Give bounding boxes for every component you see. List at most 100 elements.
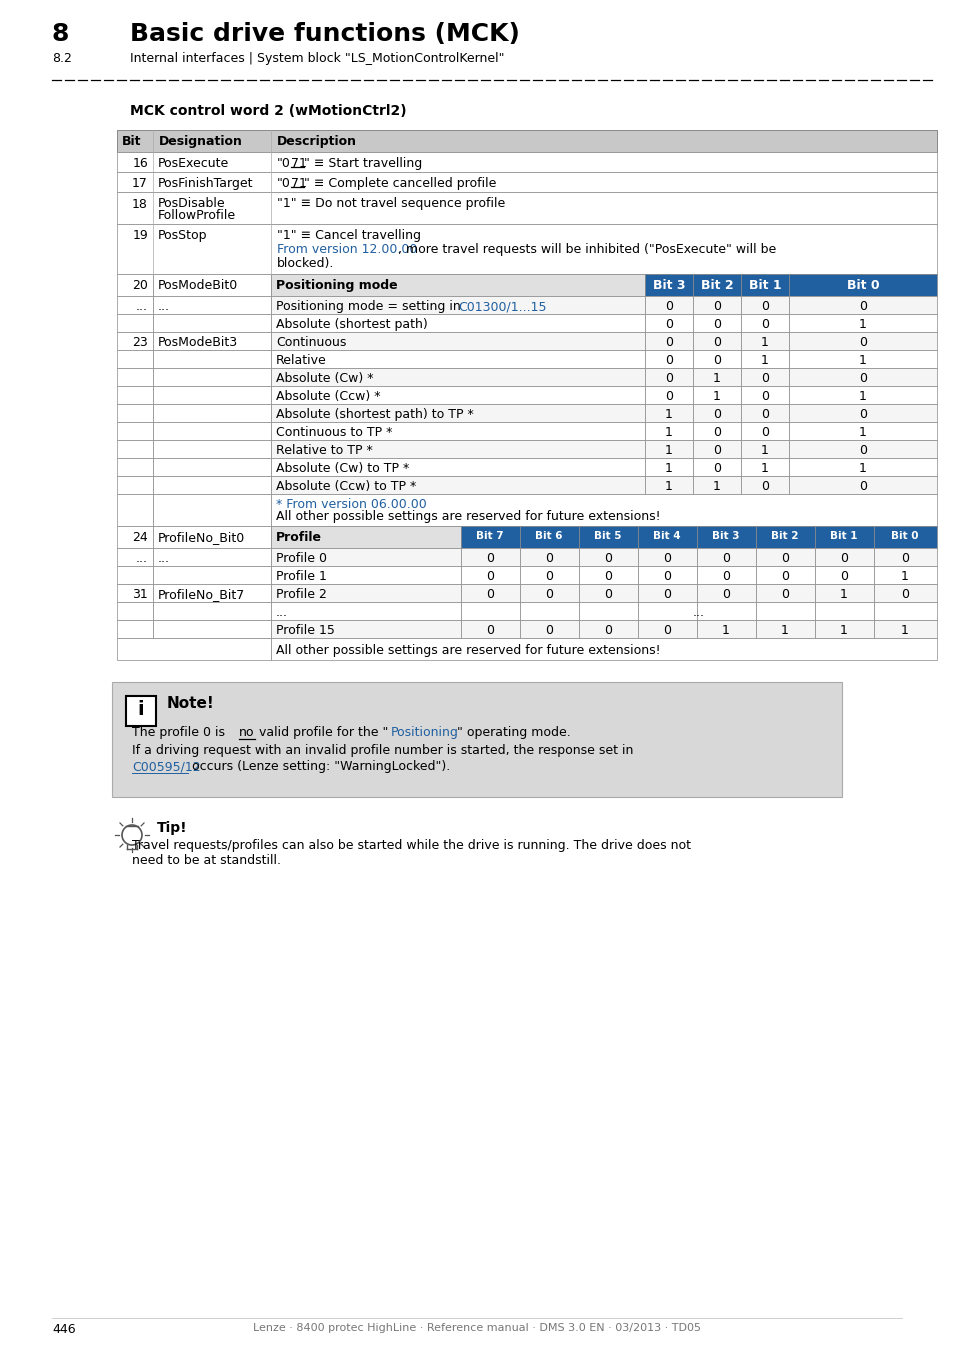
- Text: 16: 16: [132, 157, 148, 170]
- Text: * From version 06.00.00: * From version 06.00.00: [275, 498, 426, 512]
- Bar: [740, 386, 788, 404]
- Text: Profile 0: Profile 0: [275, 552, 327, 566]
- Bar: [788, 477, 936, 494]
- Text: 17: 17: [132, 177, 148, 190]
- Text: 0: 0: [840, 552, 847, 566]
- Text: 1: 1: [664, 444, 672, 458]
- Text: The profile 0 is: The profile 0 is: [132, 726, 229, 738]
- Bar: [519, 602, 578, 620]
- Text: Profile 1: Profile 1: [275, 570, 327, 583]
- Bar: [740, 315, 788, 332]
- Text: 1: 1: [901, 624, 908, 637]
- Bar: [152, 274, 271, 296]
- Text: 1: 1: [664, 427, 672, 439]
- Text: Bit 0: Bit 0: [890, 531, 918, 541]
- Bar: [578, 548, 638, 566]
- Bar: [692, 440, 740, 458]
- Text: Relative: Relative: [275, 354, 327, 367]
- Bar: [271, 440, 644, 458]
- Text: 0: 0: [712, 300, 720, 313]
- Bar: [788, 296, 936, 315]
- Bar: [271, 274, 644, 296]
- Bar: [644, 274, 692, 296]
- Bar: [117, 369, 152, 386]
- Bar: [692, 386, 740, 404]
- Text: 0: 0: [760, 390, 768, 404]
- Bar: [152, 369, 271, 386]
- Bar: [117, 548, 152, 566]
- Text: 1: 1: [840, 624, 847, 637]
- Text: 0: 0: [721, 552, 729, 566]
- Bar: [519, 526, 578, 548]
- Bar: [117, 171, 936, 192]
- Text: 0: 0: [712, 408, 720, 421]
- Text: 23: 23: [132, 336, 148, 350]
- Text: 1: 1: [712, 481, 720, 493]
- Bar: [697, 526, 755, 548]
- Text: 20: 20: [132, 279, 148, 292]
- Text: 1: 1: [858, 427, 866, 439]
- Text: 0: 0: [603, 570, 612, 583]
- Text: Positioning mode = setting in: Positioning mode = setting in: [275, 300, 464, 313]
- Text: 1: 1: [664, 408, 672, 421]
- Text: MCK control word 2 (wMotionCtrl2): MCK control word 2 (wMotionCtrl2): [130, 104, 406, 117]
- Bar: [578, 620, 638, 639]
- Text: Bit 3: Bit 3: [712, 531, 739, 541]
- Text: Absolute (Ccw) *: Absolute (Ccw) *: [275, 390, 380, 404]
- Text: occurs (Lenze setting: "WarningLocked").: occurs (Lenze setting: "WarningLocked").: [188, 760, 450, 774]
- Bar: [126, 697, 156, 726]
- Bar: [697, 548, 755, 566]
- Text: 1: 1: [858, 390, 866, 404]
- Text: 0: 0: [544, 570, 553, 583]
- Text: 0: 0: [662, 624, 670, 637]
- Text: PosExecute: PosExecute: [158, 157, 229, 170]
- Bar: [788, 369, 936, 386]
- Text: 0: 0: [664, 300, 672, 313]
- Bar: [271, 315, 644, 332]
- Text: Absolute (Cw) to TP *: Absolute (Cw) to TP *: [275, 462, 409, 475]
- Text: ...: ...: [136, 552, 148, 566]
- Text: Bit 5: Bit 5: [594, 531, 621, 541]
- Text: 0: 0: [760, 319, 768, 331]
- Bar: [460, 526, 519, 548]
- Bar: [117, 386, 152, 404]
- Text: Bit 6: Bit 6: [535, 531, 562, 541]
- Text: Continuous to TP *: Continuous to TP *: [275, 427, 392, 439]
- Bar: [152, 585, 271, 602]
- Text: " ≡ Complete cancelled profile: " ≡ Complete cancelled profile: [304, 177, 496, 190]
- Bar: [271, 350, 644, 369]
- Text: 0: 0: [712, 462, 720, 475]
- Text: 0: 0: [603, 589, 612, 601]
- Text: 0: 0: [760, 427, 768, 439]
- Text: PosModeBit3: PosModeBit3: [158, 336, 238, 350]
- Bar: [271, 566, 460, 585]
- Text: Bit 0: Bit 0: [846, 279, 879, 292]
- Bar: [117, 350, 152, 369]
- Text: All other possible settings are reserved for future extensions!: All other possible settings are reserved…: [275, 644, 659, 657]
- Bar: [740, 350, 788, 369]
- Bar: [460, 566, 519, 585]
- Bar: [519, 566, 578, 585]
- Text: , more travel requests will be inhibited ("PosExecute" will be: , more travel requests will be inhibited…: [397, 243, 776, 256]
- Text: 1: 1: [721, 624, 729, 637]
- Text: 8.2: 8.2: [52, 53, 71, 65]
- Bar: [755, 566, 814, 585]
- Text: Positioning: Positioning: [391, 726, 458, 738]
- Bar: [117, 404, 152, 423]
- Text: 0: 0: [781, 570, 788, 583]
- Bar: [692, 404, 740, 423]
- Text: 446: 446: [52, 1323, 75, 1336]
- Text: 1: 1: [858, 319, 866, 331]
- Text: 0: 0: [712, 354, 720, 367]
- Bar: [117, 526, 152, 548]
- Text: Absolute (shortest path): Absolute (shortest path): [275, 319, 427, 331]
- Bar: [152, 296, 271, 315]
- Bar: [873, 585, 936, 602]
- Text: PosModeBit0: PosModeBit0: [158, 279, 238, 292]
- Bar: [152, 423, 271, 440]
- Bar: [697, 620, 755, 639]
- Bar: [638, 566, 697, 585]
- Bar: [692, 274, 740, 296]
- Text: 0: 0: [712, 319, 720, 331]
- Text: 0: 0: [544, 552, 553, 566]
